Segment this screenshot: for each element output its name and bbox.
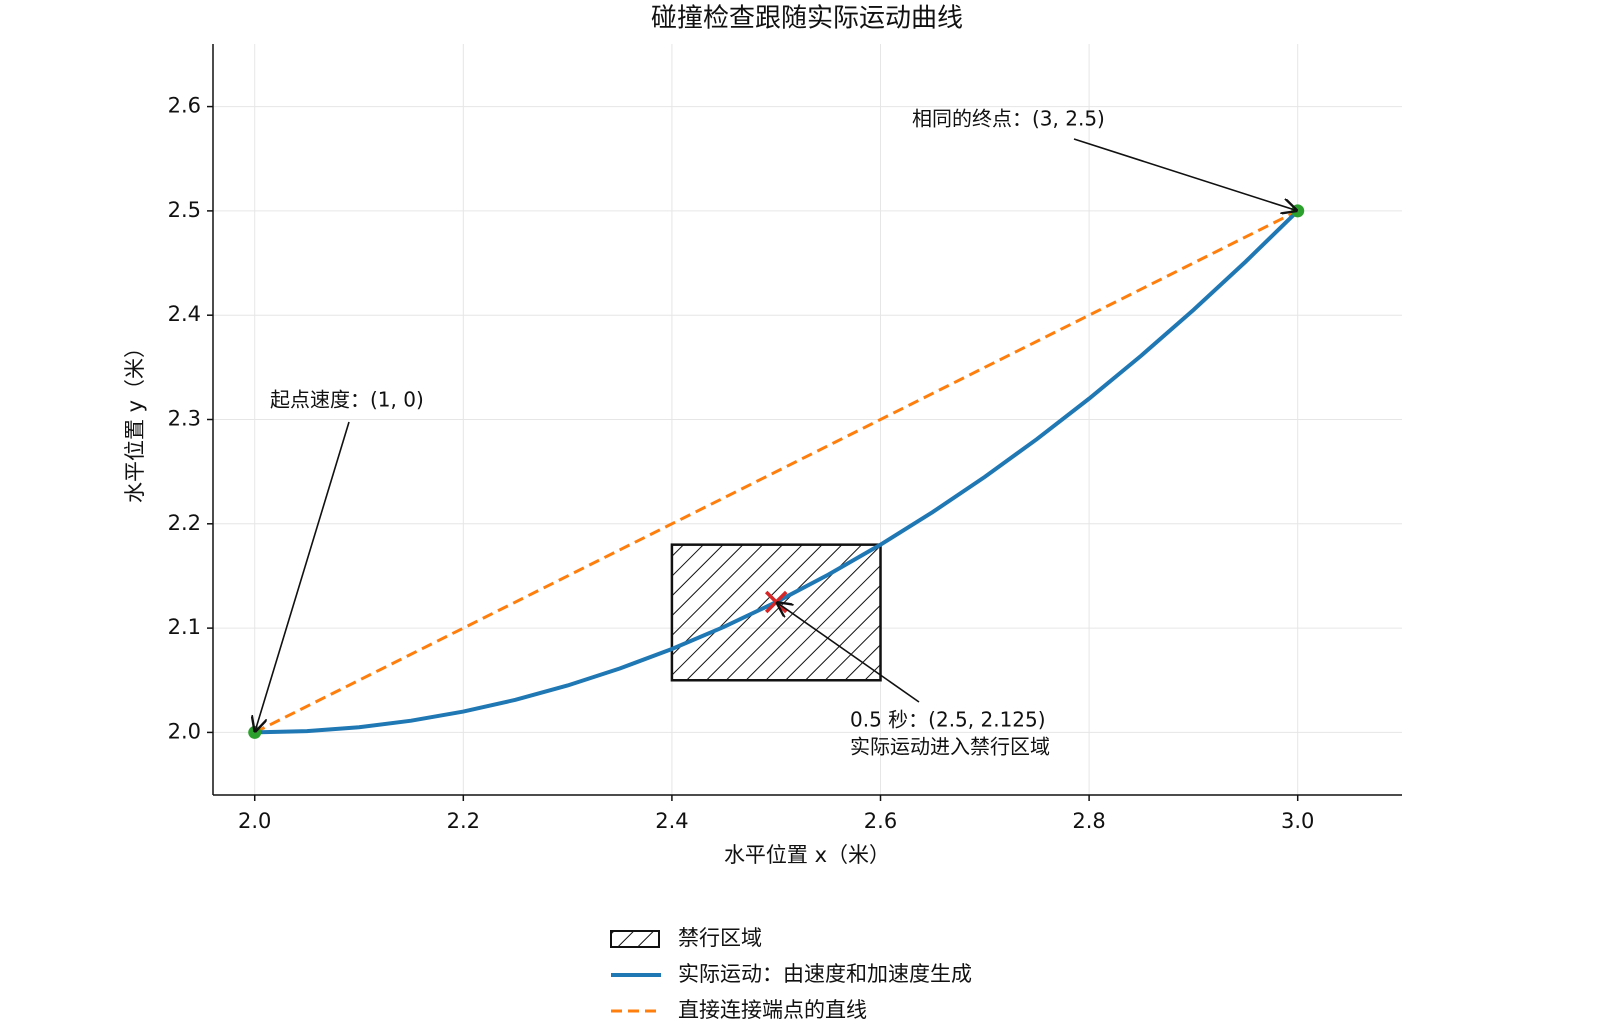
legend-swatch	[610, 930, 660, 948]
x-tick-label: 2.6	[864, 809, 897, 833]
legend-label: 禁行区域	[678, 926, 762, 950]
grid	[213, 44, 1402, 795]
x-axis-label: 水平位置 x（米）	[724, 843, 890, 867]
legend-label: 直接连接端点的直线	[678, 998, 867, 1022]
x-tick-label: 2.2	[447, 809, 480, 833]
x-tick-label: 2.4	[655, 809, 688, 833]
x-tick-label: 2.8	[1072, 809, 1105, 833]
y-tick-label: 2.2	[168, 511, 201, 535]
annotation-arrow	[1073, 138, 1298, 211]
y-tick-label: 2.1	[168, 615, 201, 639]
x-tick-label: 2.0	[238, 809, 271, 833]
y-tick-label: 2.6	[168, 94, 201, 118]
series-line	[254, 209, 1299, 734]
y-axis-label: 水平位置 y（米）	[123, 337, 147, 503]
y-tick-label: 2.0	[168, 719, 201, 743]
annotation-arrow	[776, 602, 920, 703]
y-tick-label: 2.5	[168, 198, 201, 222]
chart-title: 碰撞检查跟随实际运动曲线	[651, 4, 963, 34]
legend-label: 实际运动：由速度和加速度生成	[678, 962, 972, 986]
y-tick-label: 2.4	[168, 302, 201, 326]
annotation-text: 0.5 秒：(2.5, 2.125)	[850, 708, 1046, 732]
annotation-arrow	[255, 421, 350, 732]
annotation-text: 起点速度：(1, 0)	[270, 388, 424, 412]
forbidden-region	[670, 543, 882, 682]
x-tick-label: 3.0	[1281, 809, 1314, 833]
annotation-text: 相同的终点：(3, 2.5)	[912, 107, 1105, 131]
annotation-text: 实际运动进入禁行区域	[850, 735, 1050, 759]
plot-area	[254, 209, 1300, 735]
y-tick-label: 2.3	[168, 407, 201, 431]
